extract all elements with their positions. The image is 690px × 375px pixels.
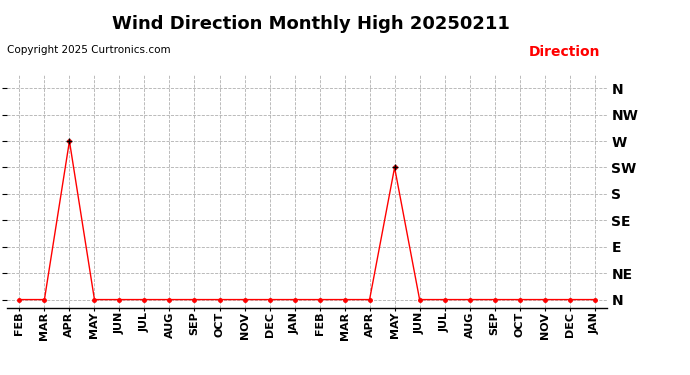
Text: Wind Direction Monthly High 20250211: Wind Direction Monthly High 20250211 <box>112 15 509 33</box>
Text: Direction: Direction <box>529 45 600 59</box>
Text: Copyright 2025 Curtronics.com: Copyright 2025 Curtronics.com <box>7 45 170 55</box>
